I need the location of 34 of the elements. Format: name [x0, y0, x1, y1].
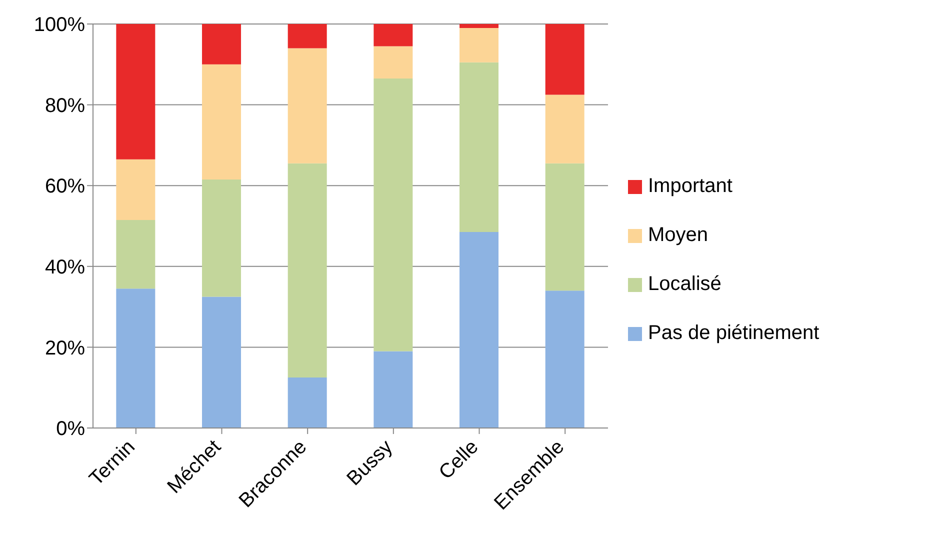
bar: [460, 232, 499, 428]
bar: [460, 28, 499, 62]
bar: [545, 94, 584, 164]
y-tick-label: 80%: [44, 94, 86, 117]
y-tick-label: 0%: [56, 418, 86, 440]
bar: [116, 24, 156, 160]
bar: [460, 62, 499, 232]
bar: [545, 163, 584, 291]
bar: [545, 290, 584, 428]
legend-label: Moyen: [648, 224, 708, 247]
bar: [460, 24, 499, 28]
bar: [288, 48, 327, 164]
bar: [545, 24, 584, 95]
bar: [202, 64, 242, 180]
bar: [116, 288, 156, 428]
bar: [374, 351, 413, 428]
legend-label: Important: [648, 175, 732, 198]
bar: [288, 24, 327, 48]
y-tick-label: 100%: [34, 14, 86, 36]
bar: [202, 24, 242, 64]
y-tick-label: 20%: [44, 337, 86, 360]
bar: [202, 296, 242, 428]
bar: [374, 24, 413, 46]
y-tick-label: 60%: [44, 176, 86, 198]
bar: [202, 180, 242, 297]
bar: [374, 46, 413, 79]
legend-label: Localisé: [648, 273, 722, 296]
bar: [116, 220, 156, 289]
y-tick-label: 40%: [44, 256, 86, 278]
bar: [116, 159, 156, 220]
bar: [288, 163, 327, 378]
bar: [374, 78, 413, 352]
legend-label: Pas de piétinement: [648, 322, 820, 345]
bar: [288, 378, 327, 428]
